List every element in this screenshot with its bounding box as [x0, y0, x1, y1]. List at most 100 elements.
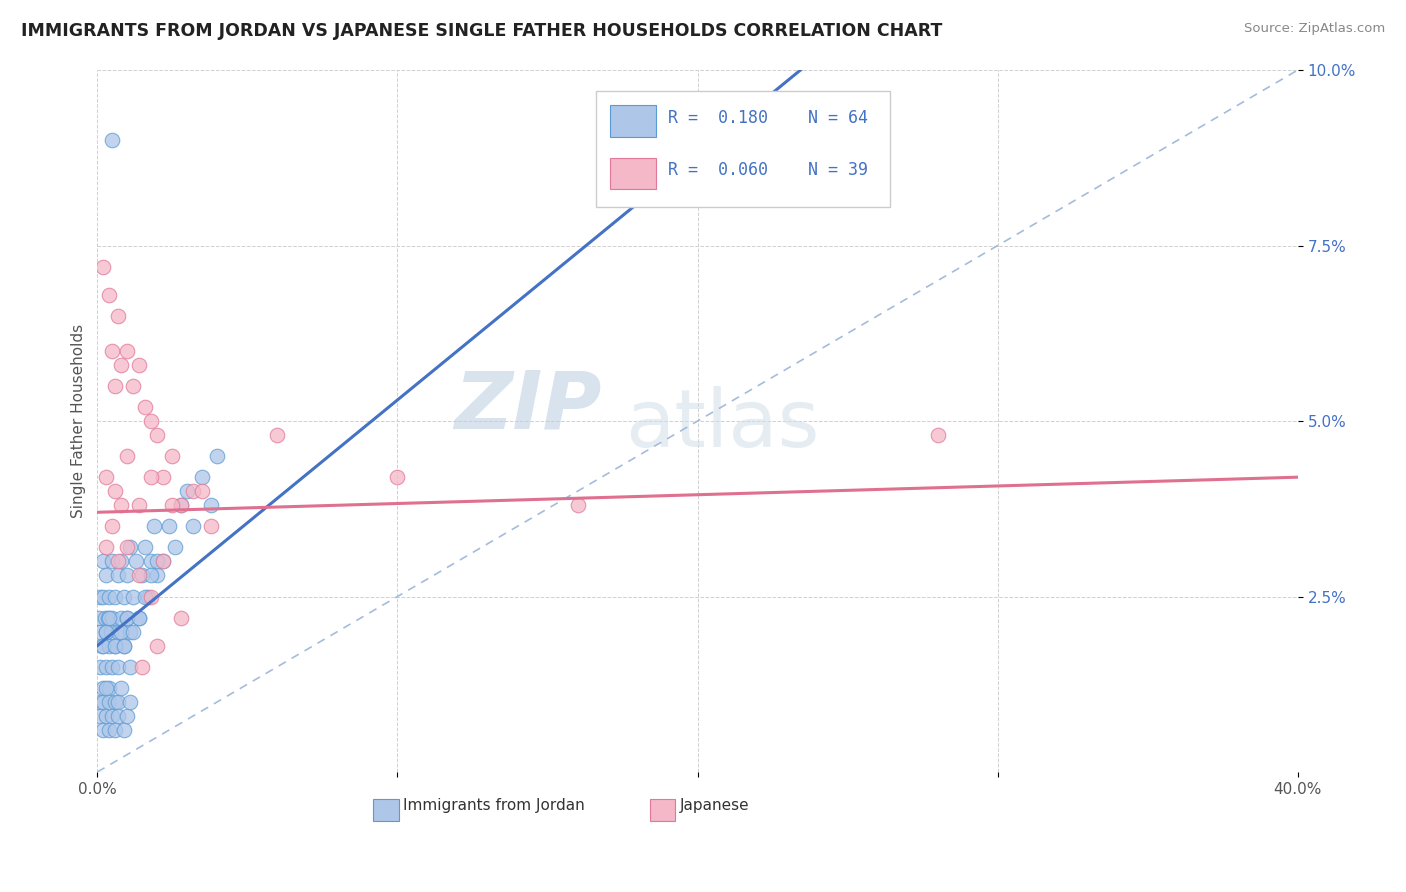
Point: [96, 470, 118, 484]
Point: [183, 484, 205, 499]
Point: [87, 610, 110, 624]
Text: IMMIGRANTS FROM JORDAN VS JAPANESE SINGLE FATHER HOUSEHOLDS CORRELATION CHART: IMMIGRANTS FROM JORDAN VS JAPANESE SINGL…: [21, 22, 942, 40]
Point: [170, 610, 193, 624]
Point: [101, 610, 124, 624]
Point: [165, 541, 187, 555]
Point: [134, 400, 156, 414]
Point: [101, 133, 124, 147]
Point: [100, 624, 122, 639]
Point: [93, 639, 115, 653]
Point: [162, 498, 184, 512]
Point: [122, 590, 145, 604]
Point: [170, 498, 193, 512]
Point: [117, 449, 139, 463]
Point: [98, 287, 121, 301]
Point: [98, 610, 121, 624]
Point: [97, 610, 120, 624]
Point: [104, 639, 127, 653]
Point: [96, 568, 118, 582]
Point: [146, 639, 169, 653]
Point: [101, 554, 124, 568]
Point: [152, 470, 174, 484]
Point: [101, 659, 124, 673]
Y-axis label: Single Father Households: Single Father Households: [72, 324, 86, 518]
Point: [122, 624, 145, 639]
Point: [110, 554, 132, 568]
Point: [98, 723, 121, 737]
Point: [89, 590, 111, 604]
Point: [104, 639, 127, 653]
Text: Immigrants from Jordan: Immigrants from Jordan: [404, 798, 585, 814]
Point: [98, 695, 121, 709]
Point: [266, 428, 288, 442]
Point: [200, 519, 222, 533]
Point: [141, 568, 163, 582]
Point: [152, 554, 174, 568]
FancyBboxPatch shape: [596, 91, 890, 207]
Point: [117, 610, 139, 624]
Point: [107, 568, 129, 582]
Point: [90, 639, 112, 653]
Point: [104, 484, 127, 499]
Point: [89, 659, 111, 673]
Point: [162, 449, 184, 463]
Point: [131, 568, 153, 582]
Point: [98, 639, 121, 653]
Point: [387, 470, 409, 484]
Point: [146, 554, 169, 568]
Point: [110, 681, 132, 695]
Point: [112, 639, 135, 653]
Point: [110, 358, 132, 372]
Point: [183, 519, 205, 533]
Point: [567, 498, 589, 512]
Point: [104, 379, 127, 393]
Point: [117, 709, 139, 723]
Point: [143, 519, 166, 533]
Point: [122, 379, 145, 393]
Point: [141, 554, 163, 568]
Text: R =  0.060    N = 39: R = 0.060 N = 39: [668, 161, 868, 179]
Point: [128, 568, 150, 582]
Point: [96, 709, 118, 723]
Point: [96, 624, 118, 639]
Text: atlas: atlas: [626, 385, 820, 464]
Point: [107, 624, 129, 639]
Point: [112, 639, 135, 653]
Point: [98, 681, 121, 695]
Point: [107, 554, 129, 568]
Point: [93, 260, 115, 274]
Point: [104, 590, 127, 604]
Point: [110, 610, 132, 624]
Point: [96, 624, 118, 639]
Point: [107, 709, 129, 723]
Point: [191, 470, 214, 484]
Point: [157, 519, 180, 533]
Point: [107, 659, 129, 673]
Point: [207, 449, 229, 463]
Point: [93, 590, 115, 604]
Point: [128, 610, 150, 624]
Point: [138, 590, 160, 604]
Point: [128, 498, 150, 512]
Point: [112, 723, 135, 737]
Point: [191, 484, 214, 499]
Point: [96, 659, 118, 673]
Point: [117, 610, 139, 624]
Point: [128, 610, 150, 624]
Point: [128, 358, 150, 372]
Point: [93, 695, 115, 709]
Point: [131, 659, 153, 673]
Point: [101, 519, 124, 533]
Point: [125, 554, 148, 568]
Point: [89, 624, 111, 639]
Text: Source: ZipAtlas.com: Source: ZipAtlas.com: [1244, 22, 1385, 36]
Point: [117, 541, 139, 555]
Point: [107, 695, 129, 709]
Point: [94, 610, 117, 624]
Point: [141, 470, 163, 484]
Text: Japanese: Japanese: [679, 798, 749, 814]
Point: [96, 681, 118, 695]
Point: [110, 624, 132, 639]
Text: R =  0.180    N = 64: R = 0.180 N = 64: [668, 109, 868, 127]
Point: [110, 498, 132, 512]
